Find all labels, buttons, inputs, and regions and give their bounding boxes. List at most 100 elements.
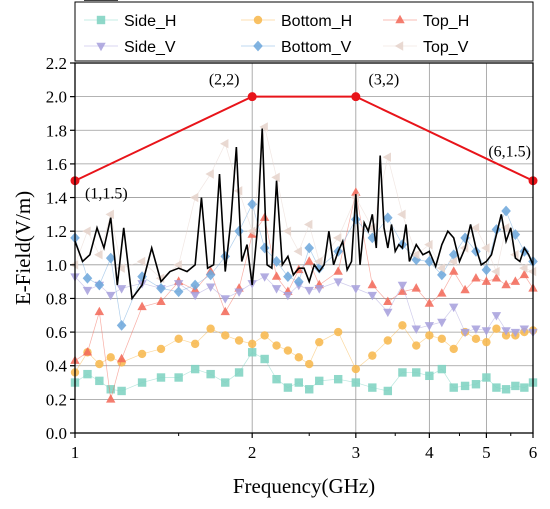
data-point — [520, 383, 528, 391]
data-point — [95, 377, 103, 385]
data-point — [384, 336, 392, 344]
series-connector-line — [75, 127, 533, 278]
data-point — [272, 375, 280, 383]
data-point — [235, 336, 243, 344]
x-tick-label: 6 — [529, 443, 538, 462]
data-point — [450, 383, 458, 391]
data-point — [412, 368, 420, 376]
data-point — [492, 383, 500, 391]
limit-point-label: (1,1.5) — [85, 186, 128, 203]
data-point — [206, 283, 215, 291]
data-point — [383, 309, 392, 317]
data-point — [174, 335, 182, 343]
data-point — [438, 335, 446, 343]
y-tick-label: 1.6 — [46, 155, 67, 174]
data-point — [471, 273, 480, 281]
data-point — [272, 285, 281, 293]
x-tick-label: 5 — [482, 443, 491, 462]
y-tick-label: 0.0 — [46, 424, 67, 443]
data-point — [482, 327, 491, 335]
data-point — [472, 335, 480, 343]
data-point — [449, 266, 458, 274]
data-point — [156, 283, 166, 294]
data-point — [190, 280, 200, 291]
data-point — [482, 264, 492, 275]
data-point — [305, 385, 313, 393]
data-point — [138, 378, 146, 386]
data-point — [437, 288, 446, 296]
data-point — [482, 338, 490, 346]
data-point — [333, 233, 341, 242]
limit-point — [351, 92, 360, 101]
y-tick-label: 0.4 — [46, 357, 68, 376]
x-tick-label: 4 — [425, 443, 434, 462]
data-point — [190, 292, 199, 300]
x-tick-label: 1 — [71, 443, 80, 462]
data-point — [305, 360, 313, 368]
data-point — [95, 307, 104, 315]
y-axis-title: E-Field(V/m) — [11, 191, 35, 305]
data-point — [438, 365, 446, 373]
data-point — [294, 247, 302, 256]
data-point — [205, 169, 213, 178]
legend-label: Bottom_V — [281, 39, 352, 56]
x-tick-label: 3 — [352, 443, 361, 462]
data-point — [368, 351, 376, 359]
data-point — [294, 276, 304, 287]
legend-label: Top_H — [423, 13, 469, 30]
data-point — [368, 383, 376, 391]
data-point — [492, 325, 500, 333]
data-point — [283, 271, 293, 282]
data-point — [260, 273, 269, 281]
legend-label: Side_H — [124, 13, 176, 30]
data-point — [284, 383, 292, 391]
x-tick-label: 2 — [248, 443, 257, 462]
y-tick-label: 0.8 — [46, 289, 67, 308]
legend-layer: Side_HBottom_HTop_HSide_VBottom_VTop_VPe… — [75, 0, 533, 61]
data-point — [272, 341, 280, 349]
data-point — [221, 307, 230, 315]
data-point — [305, 287, 314, 295]
series-connector-line — [75, 193, 533, 400]
data-point — [398, 282, 407, 290]
x-axis-title: Frequency(GHz) — [233, 474, 375, 498]
data-point — [117, 354, 126, 362]
limit-point-label: (6,1.5) — [488, 144, 531, 161]
limit-line — [75, 97, 533, 181]
y-tick-label: 2.0 — [46, 88, 67, 107]
data-point — [248, 348, 256, 356]
y-tick-label: 1.8 — [46, 121, 67, 140]
data-point — [333, 266, 342, 274]
data-point — [352, 365, 360, 373]
data-point — [191, 365, 199, 373]
data-point — [174, 286, 184, 297]
data-point — [481, 243, 489, 252]
data-point — [248, 340, 256, 348]
data-point — [260, 331, 268, 339]
data-point — [528, 267, 536, 276]
data-point — [174, 373, 182, 381]
data-point — [106, 292, 115, 300]
data-point — [117, 320, 127, 331]
data-point — [412, 326, 421, 334]
data-point — [221, 331, 229, 339]
data-point — [235, 368, 243, 376]
data-point — [425, 372, 433, 380]
data-point — [95, 280, 105, 291]
data-point — [206, 370, 214, 378]
y-tick-label: 1.0 — [46, 256, 67, 275]
data-point — [384, 387, 392, 395]
y-tick-label: 1.4 — [46, 189, 68, 208]
y-tick-label: 2.2 — [46, 54, 67, 73]
data-point — [491, 267, 499, 276]
data-point — [234, 289, 243, 297]
data-point — [283, 292, 292, 300]
series-top-v — [70, 122, 536, 283]
data-point — [450, 345, 458, 353]
data-point — [206, 325, 214, 333]
data-point — [157, 373, 165, 381]
data-point — [117, 285, 126, 293]
data-point — [352, 378, 360, 386]
data-point — [482, 373, 490, 381]
